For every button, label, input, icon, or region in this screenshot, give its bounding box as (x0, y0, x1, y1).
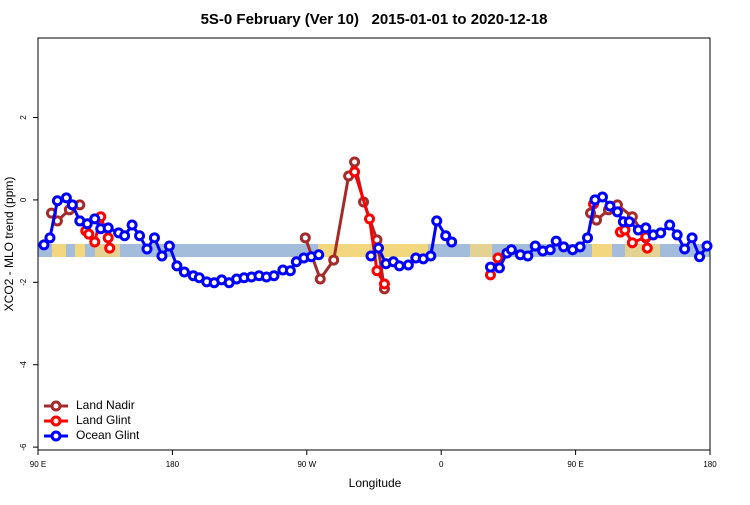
data-point (372, 242, 384, 254)
legend-marker (50, 400, 62, 412)
x-tick-label: 90 E (30, 460, 46, 469)
data-point (641, 242, 653, 254)
x-tick-label: 180 (703, 460, 717, 469)
data-point (529, 240, 541, 252)
data-point (141, 243, 153, 255)
data-point (284, 265, 296, 277)
data-point (328, 254, 340, 266)
data-point (619, 224, 631, 236)
data-point (378, 278, 390, 290)
data-point (402, 259, 414, 271)
data-point (574, 241, 586, 253)
data-point (664, 219, 676, 231)
data-point (431, 215, 443, 227)
data-point (655, 227, 667, 239)
data-point (148, 232, 160, 244)
x-tick-label: 90 E (567, 460, 583, 469)
data-point (701, 240, 713, 252)
legend-label: Ocean Glint (76, 428, 140, 442)
data-point (492, 252, 504, 264)
data-point (66, 199, 78, 211)
legend-label: Land Nadir (76, 398, 135, 412)
data-point (604, 200, 616, 212)
chart-title: 5S-0 February (Ver 10) 2015-01-01 to 202… (201, 11, 548, 28)
data-point (484, 261, 496, 273)
data-point (126, 219, 138, 231)
data-point (119, 230, 131, 242)
data-point (694, 251, 706, 263)
data-point (89, 213, 101, 225)
y-tick-label: -6 (19, 443, 28, 451)
data-point (171, 260, 183, 272)
data-point (81, 218, 93, 230)
data-point (558, 241, 570, 253)
data-point (371, 265, 383, 277)
x-tick-label: 0 (439, 460, 444, 469)
data-point (134, 230, 146, 242)
data-point (493, 262, 505, 274)
data-point (38, 239, 50, 251)
legend-marker (50, 415, 62, 427)
y-tick-label: -4 (19, 361, 28, 369)
data-point (582, 232, 594, 244)
y-axis-label: XCO2 - MLO trend (ppm) (2, 177, 16, 312)
data-point (178, 266, 190, 278)
data-point (522, 250, 534, 262)
x-tick-label: 90 W (297, 460, 316, 469)
data-point (671, 229, 683, 241)
series-line (353, 171, 386, 285)
data-point (163, 240, 175, 252)
data-point (425, 250, 437, 262)
data-point (596, 191, 608, 203)
y-tick-label: -2 (19, 278, 28, 286)
y-tick-label: 2 (19, 115, 28, 120)
data-point (365, 250, 377, 262)
data-point (83, 228, 95, 240)
legend-marker (50, 430, 62, 442)
data-point (679, 243, 691, 255)
data-point (623, 216, 635, 228)
data-point (51, 195, 63, 207)
data-point (544, 244, 556, 256)
data-point (102, 222, 114, 234)
data-point (393, 260, 405, 272)
data-point (268, 270, 280, 282)
data-point (44, 232, 56, 244)
data-point (550, 235, 562, 247)
data-point (364, 213, 376, 225)
data-point (686, 232, 698, 244)
data-point (314, 273, 326, 285)
data-point (156, 250, 168, 262)
data-point (349, 156, 361, 168)
y-tick-label: 0 (19, 197, 28, 202)
data-point (60, 192, 72, 204)
data-point (440, 230, 452, 242)
data-point (640, 222, 652, 234)
x-tick-label: 180 (166, 460, 180, 469)
data-point (313, 249, 325, 261)
data-point (505, 244, 517, 256)
data-point (89, 236, 101, 248)
data-point (626, 237, 638, 249)
data-point (611, 206, 623, 218)
data-point (591, 214, 603, 226)
data-point (299, 232, 311, 244)
legend-label: Land Glint (76, 413, 131, 427)
data-point (349, 166, 361, 178)
data-point (104, 242, 116, 254)
data-point (446, 236, 458, 248)
data-point (102, 232, 114, 244)
x-axis-label: Longitude (349, 476, 402, 490)
